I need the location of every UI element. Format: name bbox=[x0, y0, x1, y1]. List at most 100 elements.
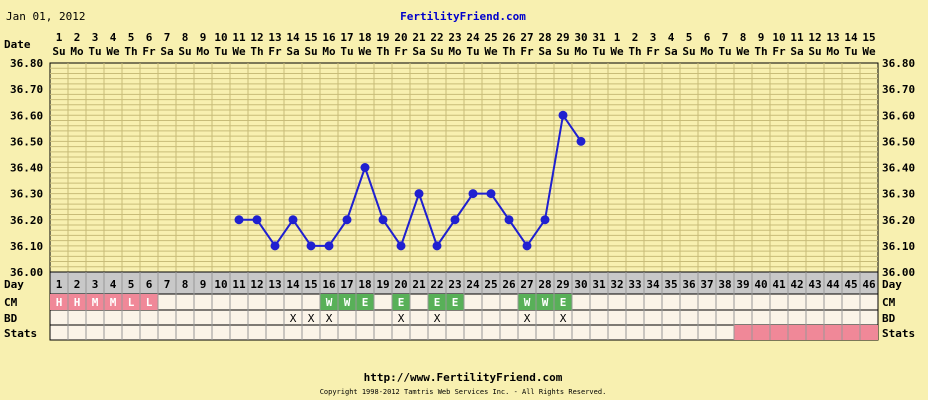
date-number-label: 8 bbox=[182, 31, 189, 44]
cm-cell bbox=[122, 294, 140, 310]
cycle-day-label: 4 bbox=[110, 278, 117, 291]
date-number-label: 18 bbox=[358, 31, 371, 44]
date-number-label: 6 bbox=[704, 31, 711, 44]
date-number-label: 4 bbox=[668, 31, 675, 44]
cycle-day-label: 26 bbox=[502, 278, 516, 291]
temperature-point bbox=[432, 241, 442, 251]
cm-code-label: M bbox=[92, 296, 99, 309]
date-number-label: 14 bbox=[844, 31, 858, 44]
weekday-label: We bbox=[106, 45, 120, 58]
cm-cell bbox=[104, 294, 122, 310]
weekday-label: Th bbox=[502, 45, 515, 58]
row-label-bd-right: BD bbox=[882, 312, 896, 325]
temperature-point bbox=[504, 215, 514, 225]
weekday-label: Tu bbox=[88, 45, 101, 58]
cm-cell bbox=[68, 294, 86, 310]
cycle-day-label: 18 bbox=[358, 278, 371, 291]
date-number-label: 7 bbox=[164, 31, 171, 44]
weekday-label: We bbox=[736, 45, 750, 58]
cycle-day-label: 24 bbox=[466, 278, 480, 291]
date-number-label: 31 bbox=[592, 31, 606, 44]
date-number-label: 24 bbox=[466, 31, 480, 44]
weekday-label: Mo bbox=[448, 45, 462, 58]
y-tick-label-right: 36.80 bbox=[882, 57, 915, 70]
bd-mark: X bbox=[398, 312, 405, 325]
stats-cell-filled bbox=[842, 325, 860, 340]
temperature-series bbox=[234, 110, 586, 251]
cycle-day-label: 1 bbox=[56, 278, 63, 291]
cm-code-label: L bbox=[128, 296, 135, 309]
weekday-label: Th bbox=[124, 45, 137, 58]
row-label-stats-left: Stats bbox=[4, 327, 37, 340]
cycle-day-label: 9 bbox=[200, 278, 207, 291]
chart-date: Jan 01, 2012 bbox=[6, 10, 85, 23]
cycle-day-label: 29 bbox=[556, 278, 569, 291]
weekday-label: Mo bbox=[574, 45, 588, 58]
cycle-day-label: 12 bbox=[250, 278, 263, 291]
y-tick-label-right: 36.70 bbox=[882, 83, 915, 96]
weekday-label: Sa bbox=[286, 45, 299, 58]
temperature-point bbox=[234, 215, 244, 225]
stats-cell-filled bbox=[860, 325, 878, 340]
temperature-point bbox=[414, 189, 424, 199]
cycle-day-label: 23 bbox=[448, 278, 461, 291]
temperature-point bbox=[468, 189, 478, 199]
bd-mark: X bbox=[560, 312, 567, 325]
temperature-line bbox=[239, 112, 582, 249]
cycle-day-label: 33 bbox=[628, 278, 641, 291]
date-number-label: 3 bbox=[650, 31, 657, 44]
date-number-label: 19 bbox=[376, 31, 389, 44]
date-number-label: 29 bbox=[556, 31, 569, 44]
weekday-label: Tu bbox=[844, 45, 857, 58]
temperature-point bbox=[540, 215, 550, 225]
weekday-label: Su bbox=[682, 45, 695, 58]
cm-cell bbox=[554, 294, 572, 310]
date-number-label: 25 bbox=[484, 31, 497, 44]
cycle-day-label: 36 bbox=[682, 278, 696, 291]
cm-code-label: E bbox=[560, 296, 567, 309]
date-number-label: 13 bbox=[826, 31, 839, 44]
y-tick-label-left: 36.10 bbox=[10, 240, 43, 253]
cm-code-label: E bbox=[362, 296, 369, 309]
temperature-point bbox=[288, 215, 298, 225]
cycle-day-label: 27 bbox=[520, 278, 533, 291]
weekday-label: Tu bbox=[592, 45, 605, 58]
cycle-day-label: 2 bbox=[74, 278, 81, 291]
cycle-day-label: 37 bbox=[700, 278, 713, 291]
y-tick-label-left: 36.50 bbox=[10, 135, 43, 148]
cycle-day-label: 14 bbox=[286, 278, 300, 291]
cm-cell bbox=[446, 294, 464, 310]
cm-code-label: E bbox=[452, 296, 459, 309]
bd-mark: X bbox=[524, 312, 531, 325]
temperature-point bbox=[486, 189, 496, 199]
y-tick-label-right: 36.10 bbox=[882, 240, 915, 253]
date-number-label: 11 bbox=[790, 31, 804, 44]
weekday-label: We bbox=[232, 45, 246, 58]
cycle-day-label: 21 bbox=[412, 278, 426, 291]
date-number-label: 6 bbox=[146, 31, 153, 44]
cm-cell bbox=[536, 294, 554, 310]
cm-code-label: W bbox=[326, 296, 333, 309]
cycle-day-label: 38 bbox=[718, 278, 731, 291]
temperature-point bbox=[396, 241, 406, 251]
weekday-label: Mo bbox=[826, 45, 840, 58]
y-tick-label-left: 36.60 bbox=[10, 109, 43, 122]
y-tick-label-left: 36.40 bbox=[10, 162, 43, 175]
footer-url: http://www.FertilityFriend.com bbox=[364, 371, 563, 384]
cycle-day-label: 34 bbox=[646, 278, 660, 291]
cycle-day-label: 17 bbox=[340, 278, 353, 291]
date-number-label: 12 bbox=[250, 31, 263, 44]
weekday-label: Su bbox=[430, 45, 443, 58]
weekday-label: Su bbox=[556, 45, 569, 58]
bd-mark: X bbox=[290, 312, 297, 325]
temperature-point bbox=[558, 110, 568, 120]
date-number-label: 20 bbox=[394, 31, 407, 44]
y-tick-label-left: 36.70 bbox=[10, 83, 43, 96]
date-number-label: 28 bbox=[538, 31, 551, 44]
cycle-day-label: 25 bbox=[484, 278, 497, 291]
cm-cell bbox=[338, 294, 356, 310]
date-number-label: 17 bbox=[340, 31, 353, 44]
temperature-point bbox=[252, 215, 262, 225]
cycle-day-label: 19 bbox=[376, 278, 389, 291]
